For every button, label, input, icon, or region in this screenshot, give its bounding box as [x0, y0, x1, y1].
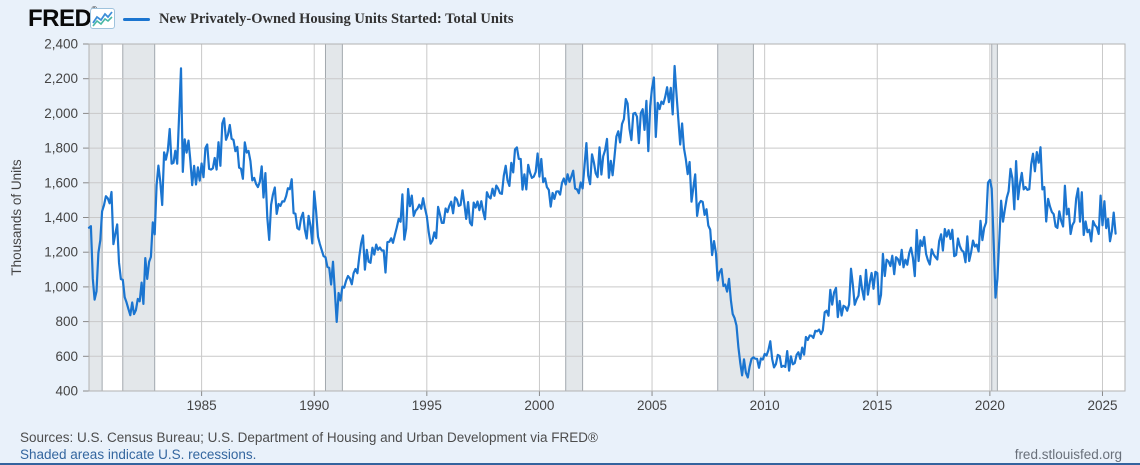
- y-tick-label: 800: [55, 314, 78, 329]
- recession-note-link[interactable]: Shaded areas indicate U.S. recessions.: [20, 447, 257, 462]
- y-tick-label: 400: [55, 384, 78, 399]
- x-tick-label: 2000: [524, 398, 554, 413]
- x-tick-label: 2025: [1087, 398, 1117, 413]
- y-tick-label: 1,800: [44, 141, 78, 156]
- x-tick-label: 2010: [750, 398, 780, 413]
- y-tick-label: 2,400: [44, 37, 78, 52]
- y-tick-label: 1,000: [44, 279, 78, 294]
- x-tick-label: 1990: [299, 398, 329, 413]
- series-title[interactable]: New Privately-Owned Housing Units Starte…: [159, 11, 514, 27]
- y-tick-label: 1,400: [44, 210, 78, 225]
- series-line[interactable]: [87, 64, 1117, 379]
- chart-plot-area[interactable]: 2,400 2,200 2,000 1,800 1,600 1,400 1,200 1,000…: [0, 0, 1140, 422]
- y-tick-label: 2,000: [44, 106, 78, 121]
- sources-text: Sources: U.S. Census Bureau; U.S. Depart…: [20, 430, 598, 445]
- fred-site-link[interactable]: fred.stlouisfed.org: [1014, 447, 1122, 462]
- plot-border: [88, 43, 1126, 392]
- fred-logo-text: FRED: [28, 5, 92, 32]
- y-tick-label: 600: [55, 349, 78, 364]
- x-tick-label: 1985: [187, 398, 217, 413]
- y-tick-label: 1,600: [44, 175, 78, 190]
- x-tick-label: 2015: [862, 398, 892, 413]
- y-tick-label: 1,200: [44, 245, 78, 260]
- fred-logo-chart-icon: [90, 8, 115, 29]
- legend-line-swatch: [123, 18, 150, 21]
- y-tick-label: 2,200: [44, 71, 78, 86]
- graph-header: FRED® New Privately-Owned Housing Units …: [0, 0, 1140, 36]
- bottom-accent-bar: [0, 463, 1140, 465]
- x-tick-label: 2005: [637, 398, 667, 413]
- x-tick-label: 1995: [412, 398, 442, 413]
- x-tick-label: 2020: [975, 398, 1005, 413]
- y-axis-title: Thousands of Units: [9, 159, 24, 276]
